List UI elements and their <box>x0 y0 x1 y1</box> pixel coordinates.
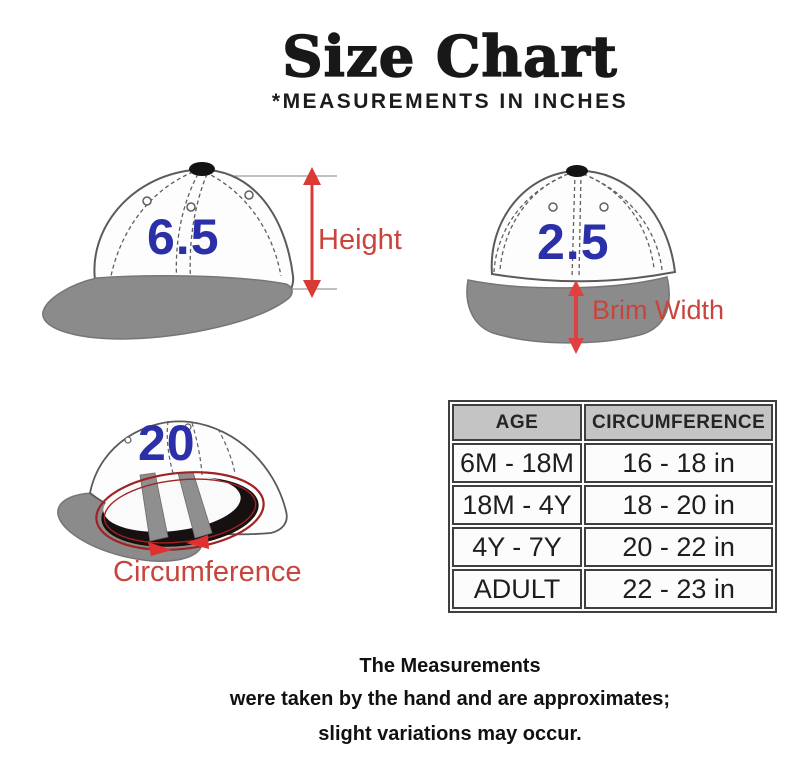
cap-brim <box>42 275 293 340</box>
circumference-loop <box>95 471 265 551</box>
cap-front-view-illustration <box>466 165 677 354</box>
age-cell: ADULT <box>452 569 583 609</box>
brim-width-label: Brim Width <box>592 295 725 325</box>
table-row: ADULT 22 - 23 in <box>452 569 774 609</box>
size-table: AGE CIRCUMFERENCE 6M - 18M 16 - 18 in 18… <box>448 400 778 613</box>
height-value: 6.5 <box>147 209 220 265</box>
footer-note-line2: were taken by the hand and are approxima… <box>229 688 671 710</box>
circumference-label: Circumference <box>113 556 302 588</box>
cap-seams <box>493 172 663 279</box>
cap-side-view-illustration <box>42 162 337 340</box>
page-title: Size Chart <box>281 23 618 91</box>
height-label: Height <box>318 224 402 256</box>
cap-eyelets <box>548 202 609 212</box>
column-header-circumference: CIRCUMFERENCE <box>584 404 774 441</box>
cap-crown <box>490 169 677 283</box>
cap-seams <box>166 420 236 476</box>
size-table-container: AGE CIRCUMFERENCE 6M - 18M 16 - 18 in 18… <box>448 400 778 613</box>
circumference-cell: 20 - 22 in <box>584 527 774 567</box>
circumference-cell: 22 - 23 in <box>584 569 774 609</box>
column-header-age: AGE <box>452 404 583 441</box>
circumference-cell: 18 - 20 in <box>584 485 774 525</box>
footer-note-line1: The Measurements <box>359 655 541 677</box>
cap-bottom-view-illustration <box>57 420 288 562</box>
cap-button <box>189 162 215 176</box>
circumference-cell: 16 - 18 in <box>584 443 774 483</box>
table-row: 4Y - 7Y 20 - 22 in <box>452 527 774 567</box>
cap-button <box>566 165 588 177</box>
footer-note-line3: slight variations may occur. <box>318 723 582 745</box>
height-arrow <box>303 167 321 298</box>
circumference-value: 20 <box>138 415 196 471</box>
table-row: 6M - 18M 16 - 18 in <box>452 443 774 483</box>
cap-seams <box>110 171 282 287</box>
age-cell: 18M - 4Y <box>452 485 583 525</box>
cap-eyelets <box>142 190 254 212</box>
circumference-arrowheads <box>148 535 209 556</box>
age-cell: 6M - 18M <box>452 443 583 483</box>
table-row: 18M - 4Y 18 - 20 in <box>452 485 774 525</box>
age-cell: 4Y - 7Y <box>452 527 583 567</box>
table-header-row: AGE CIRCUMFERENCE <box>452 404 774 441</box>
brim-width-value: 2.5 <box>537 214 610 270</box>
brim-width-arrow <box>568 280 584 354</box>
page-subtitle: *MEASUREMENTS IN INCHES <box>271 90 629 113</box>
cap-eyelets <box>124 423 192 444</box>
